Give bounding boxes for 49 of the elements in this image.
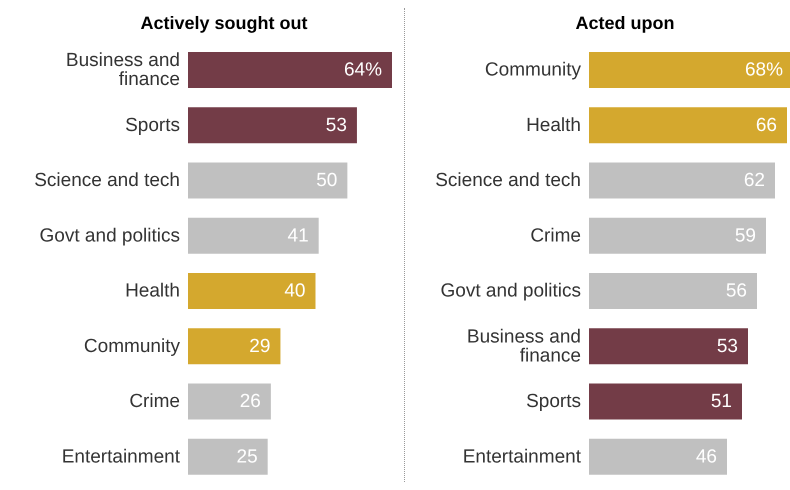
- data-label: 53: [326, 114, 347, 136]
- bar: [188, 438, 268, 475]
- data-label: 41: [288, 225, 309, 246]
- y-tick-label: Business and finance: [466, 326, 581, 366]
- bar: [188, 218, 319, 254]
- y-tick-label: Health: [526, 114, 581, 136]
- y-tick-label: Science and tech: [34, 170, 180, 191]
- data-label: 53: [716, 336, 738, 357]
- data-label: 29: [249, 336, 270, 357]
- chart-title: Actively sought out: [139, 12, 308, 35]
- bar: [589, 328, 748, 364]
- y-tick-label: Community: [84, 335, 180, 356]
- bar: [188, 162, 348, 198]
- y-tick-label: Health: [125, 280, 180, 302]
- bar: [589, 218, 766, 254]
- y-tick-label: Business and finance: [66, 50, 180, 90]
- y-tick-label: Sports: [526, 390, 581, 412]
- data-label: 25: [236, 446, 258, 468]
- y-tick-label: Govt and politics: [40, 224, 180, 246]
- y-tick-label: Govt and politics: [440, 280, 581, 302]
- data-label: 59: [734, 225, 756, 246]
- chart-title: Acted upon: [574, 12, 676, 35]
- data-label: 68%: [744, 60, 784, 80]
- data-label: 56: [726, 280, 747, 302]
- bar: [188, 107, 357, 144]
- data-label: 50: [316, 170, 338, 191]
- data-label: 46: [696, 446, 717, 468]
- bar: [188, 328, 280, 364]
- data-label: 66: [756, 114, 777, 136]
- y-tick-label: Crime: [129, 390, 180, 412]
- bar: [589, 438, 727, 475]
- y-tick-label: Community: [484, 59, 582, 80]
- bar: [188, 52, 392, 88]
- data-label: 62: [744, 170, 765, 191]
- y-tick-label: Science and tech: [435, 170, 581, 191]
- bar: [589, 107, 787, 144]
- y-tick-label: Crime: [530, 224, 581, 246]
- bar: [589, 162, 775, 198]
- data-label: 26: [240, 391, 261, 412]
- bar: [188, 273, 316, 309]
- y-tick-label: Entertainment: [62, 446, 181, 467]
- bar: [188, 384, 271, 420]
- bar: [589, 273, 757, 309]
- bar: [589, 384, 742, 420]
- y-tick-label: Entertainment: [462, 446, 582, 467]
- data-label: 40: [284, 280, 306, 302]
- y-tick-label: Sports: [125, 114, 180, 136]
- data-label: 51: [710, 391, 732, 412]
- data-label: 64%: [344, 60, 382, 80]
